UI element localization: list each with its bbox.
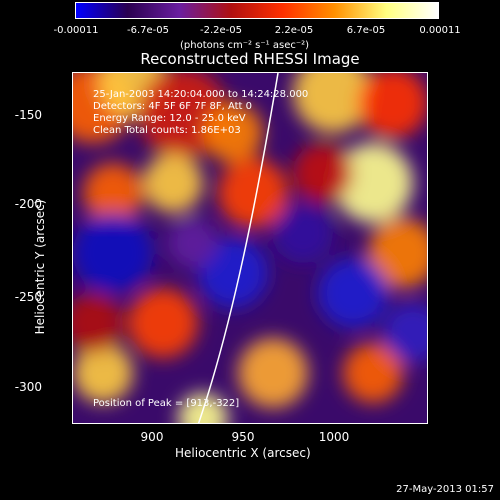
- colorbar-tick: -6.7e-05: [127, 25, 169, 36]
- intensity-blob: [368, 218, 427, 288]
- energy-range-label: Energy Range: 12.0 - 25.0 keV: [93, 113, 246, 124]
- intensity-blob: [318, 258, 388, 328]
- intensity-blob: [293, 73, 373, 133]
- timestamp: 27-May-2013 01:57: [396, 484, 494, 495]
- intensity-blob: [198, 238, 268, 308]
- x-axis-label: Heliocentric X (arcsec): [175, 446, 311, 460]
- intensity-blob: [383, 303, 427, 363]
- plot-title: Reconstructed RHESSI Image: [140, 50, 360, 68]
- intensity-blob: [73, 293, 123, 353]
- intensity-blob: [238, 338, 308, 408]
- intensity-blob: [143, 153, 203, 213]
- detectors-label: Detectors: 4F 5F 6F 7F 8F, Att 0: [93, 101, 253, 112]
- colorbar-tick: 0.00011: [419, 25, 461, 36]
- colorbar-tick: 2.2e-05: [274, 25, 314, 36]
- y-tick: -300: [14, 380, 42, 394]
- colorbar-tick: 6.7e-05: [346, 25, 386, 36]
- intensity-blob: [128, 288, 198, 358]
- rhessi-image: [73, 73, 427, 423]
- colorbar-tick: -0.00011: [53, 25, 99, 36]
- peak-position-label: Position of Peak = [913,-322]: [93, 398, 240, 409]
- intensity-blobs: [73, 73, 427, 423]
- clean-counts-label: Clean Total counts: 1.86E+03: [93, 125, 241, 136]
- colorbar-units: (photons cm⁻² s⁻¹ asec⁻²): [180, 40, 310, 51]
- time-range-label: 25-Jan-2003 14:20:04.000 to 14:24:28.000: [93, 89, 309, 100]
- intensity-blob: [358, 73, 427, 138]
- y-tick: -250: [14, 290, 42, 304]
- intensity-blob: [343, 343, 403, 403]
- intensity-blob: [83, 163, 143, 223]
- x-tick: 1000: [318, 430, 350, 444]
- y-axis-label: Heliocentric Y (arcsec): [33, 199, 47, 335]
- y-tick: -150: [14, 108, 42, 122]
- image-plot: 25-Jan-2003 14:20:04.000 to 14:24:28.000…: [72, 72, 428, 424]
- intensity-blob: [333, 143, 413, 223]
- y-tick: -200: [14, 197, 42, 211]
- intensity-blob: [203, 103, 263, 163]
- intensity-blob: [73, 343, 133, 403]
- intensity-blob: [168, 218, 218, 268]
- colorbar-tick: -2.2e-05: [200, 25, 242, 36]
- colorbar: [75, 2, 439, 19]
- intensity-blob: [218, 158, 288, 228]
- solar-limb-line: [197, 73, 279, 423]
- x-tick: 950: [231, 430, 255, 444]
- x-tick: 900: [140, 430, 164, 444]
- intensity-blob: [293, 143, 353, 203]
- intensity-blob: [73, 213, 153, 293]
- intensity-blob: [273, 203, 333, 263]
